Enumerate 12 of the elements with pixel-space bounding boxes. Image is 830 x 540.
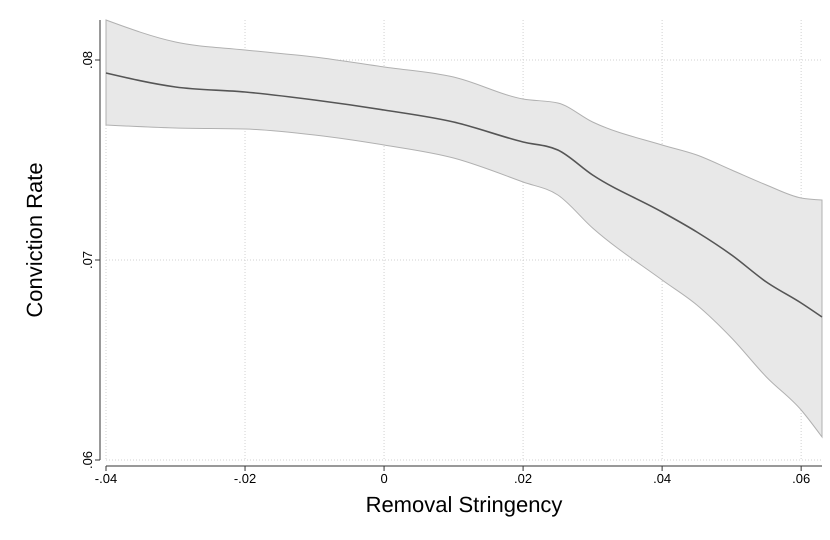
- y-tick-label: .07: [80, 250, 96, 270]
- x-tick-label: -.04: [94, 471, 118, 486]
- x-tick-label: .04: [653, 471, 672, 486]
- line-series: [105, 72, 823, 318]
- x-tick-label: .06: [792, 471, 810, 486]
- x-tick-label: -.02: [234, 471, 256, 486]
- y-axis-title: Conviction Rate: [22, 162, 47, 318]
- x-tick-label: .02: [514, 471, 532, 486]
- y-tick-label: .08: [80, 50, 96, 70]
- y-tick-label: .06: [80, 450, 96, 470]
- x-tick-label: 0: [380, 471, 388, 486]
- x-axis-title: Removal Stringency: [366, 492, 562, 517]
